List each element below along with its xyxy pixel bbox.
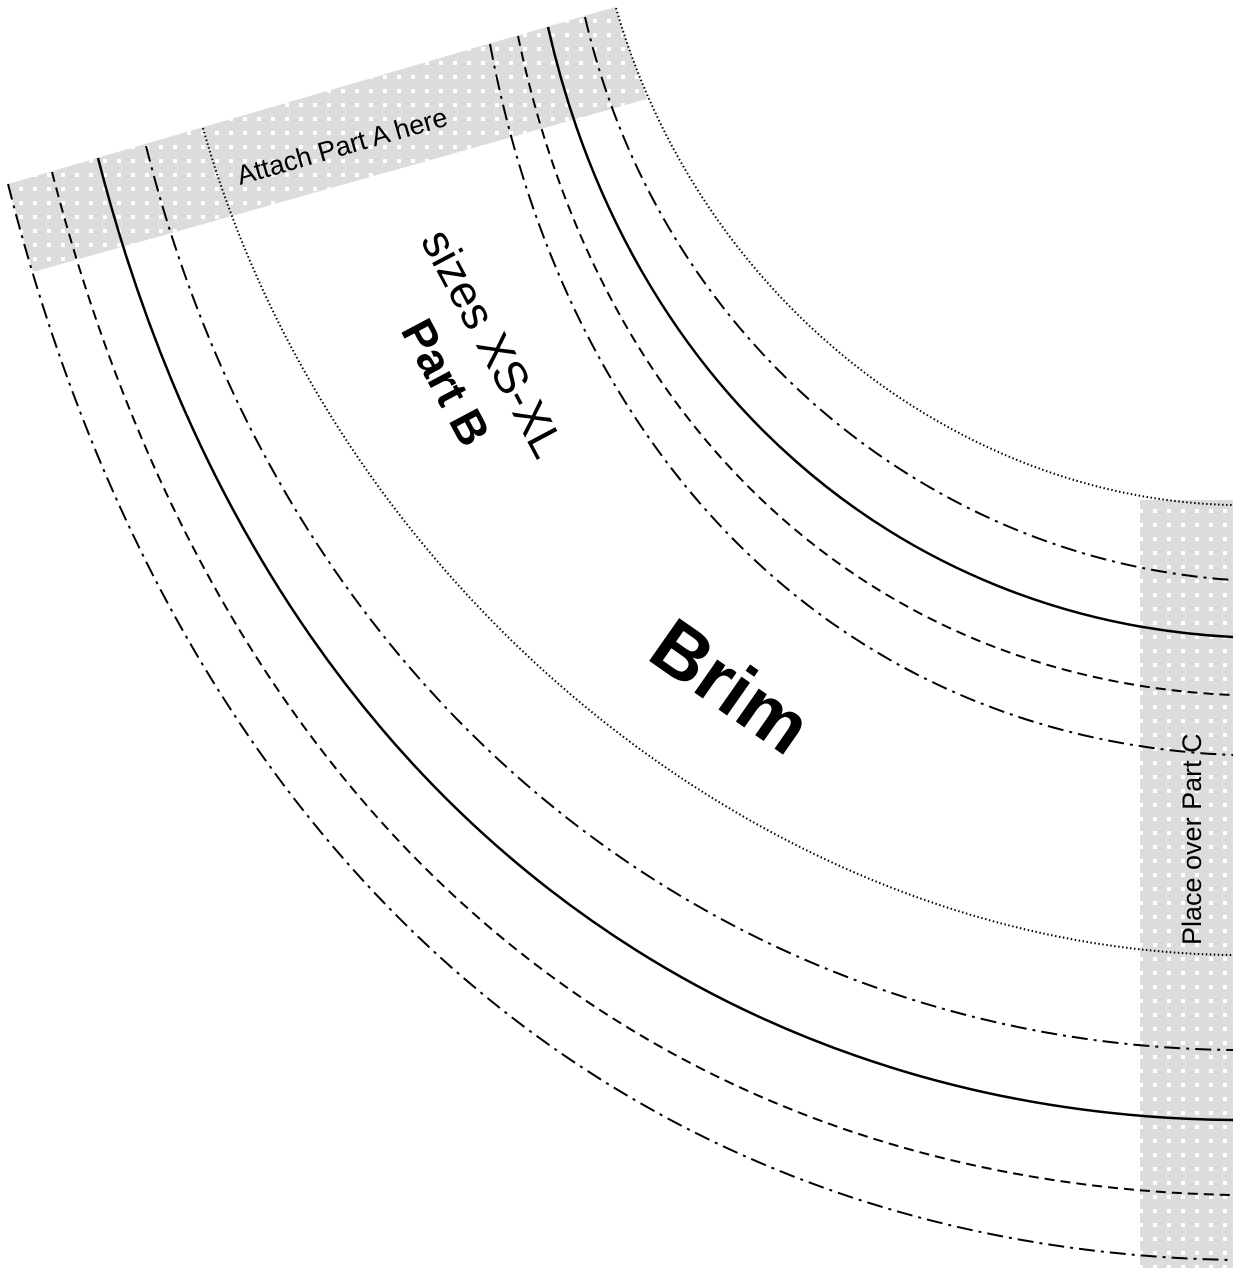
inner-dotted-line — [202, 127, 1233, 956]
size-lines — [7, 7, 1233, 1261]
attach-overlap-band — [8, 7, 647, 272]
outer-dashed-line — [517, 35, 1233, 696]
outer-dotted-line — [615, 7, 1233, 506]
inner-solid-line — [96, 157, 1233, 1122]
outer-dashdot-line-1 — [584, 16, 1233, 581]
inner-dashdot-line-2 — [7, 183, 1233, 1261]
brim-label: Brim — [635, 602, 826, 771]
inner-dashdot-line-1 — [145, 145, 1233, 1051]
inner-dashed-line-1 — [51, 171, 1233, 1196]
outer-solid-line — [546, 26, 1233, 639]
place-label: Place over Part C — [1177, 733, 1207, 945]
outer-dashdot-line-2 — [489, 43, 1233, 756]
